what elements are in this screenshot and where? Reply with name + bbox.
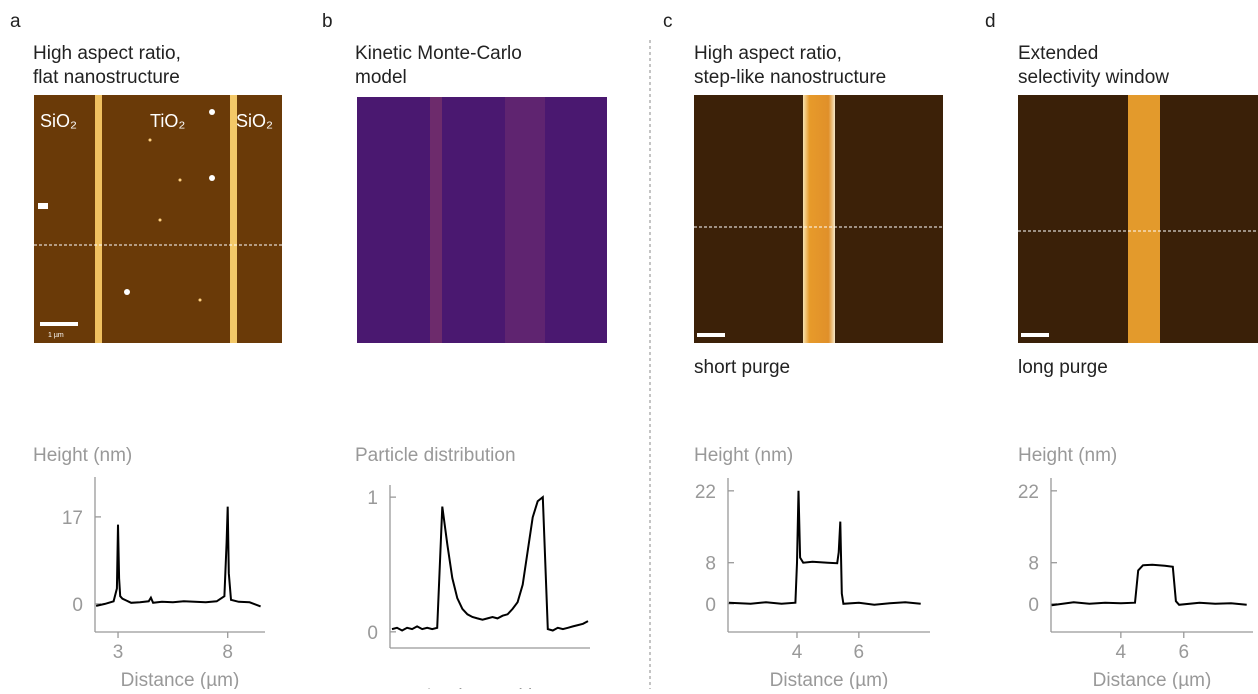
data-line <box>391 495 589 632</box>
y-axis-label: Particle distribution <box>355 445 516 466</box>
panel-title: Kinetic Monte-Carlo <box>355 43 522 64</box>
y-axis-label: Height (nm) <box>1018 445 1117 466</box>
data-line <box>95 506 261 608</box>
caption: long purge <box>1018 357 1108 378</box>
y-tick-label: 0 <box>705 595 716 616</box>
x-tick-label: 4 <box>1116 642 1127 663</box>
afm-image <box>1018 95 1258 343</box>
y-axis-label: Height (nm) <box>694 445 793 466</box>
x-tick-label: 6 <box>1178 642 1189 663</box>
afm-image <box>34 95 282 343</box>
image-label: TiO₂ <box>150 111 185 131</box>
data-line <box>728 490 921 606</box>
y-tick-label: 22 <box>1018 482 1039 503</box>
y-tick-label: 0 <box>1028 595 1039 616</box>
panel-letter: c <box>663 11 673 32</box>
simulation-image <box>357 97 607 343</box>
image-label: SiO₂ <box>40 111 77 131</box>
scale-label: 1 µm <box>48 332 64 339</box>
image-label: SiO₂ <box>236 111 273 131</box>
panel-letter: d <box>985 11 996 32</box>
x-tick-label: 8 <box>222 642 233 663</box>
y-tick-label: 8 <box>1028 554 1039 575</box>
y-tick-label: 0 <box>367 623 378 644</box>
y-tick-label: 17 <box>62 508 83 529</box>
x-axis-label: Distance (µm) <box>121 670 240 689</box>
panel-title: selectivity window <box>1018 67 1169 88</box>
afm-image <box>694 95 943 343</box>
y-tick-label: 22 <box>695 482 716 503</box>
panel-title: Extended <box>1018 43 1098 64</box>
y-tick-label: 1 <box>367 488 378 509</box>
panel-title: step-like nanostructure <box>694 67 886 88</box>
panel-title: flat nanostructure <box>33 67 180 88</box>
panel-title: model <box>355 67 407 88</box>
caption: short purge <box>694 357 790 378</box>
data-line <box>1051 563 1247 607</box>
y-tick-label: 8 <box>705 554 716 575</box>
y-axis-label: Height (nm) <box>33 445 132 466</box>
x-axis-label: Distance (µm) <box>1093 670 1212 689</box>
y-tick-label: 0 <box>72 595 83 616</box>
x-tick-label: 3 <box>113 642 124 663</box>
x-axis-label: Distance (µm) <box>770 670 889 689</box>
x-tick-label: 4 <box>792 642 803 663</box>
panel-letter: b <box>322 11 333 32</box>
x-tick-label: 6 <box>854 642 865 663</box>
panel-title: High aspect ratio, <box>33 43 181 64</box>
panel-title: High aspect ratio, <box>694 43 842 64</box>
panel-letter: a <box>10 11 21 32</box>
